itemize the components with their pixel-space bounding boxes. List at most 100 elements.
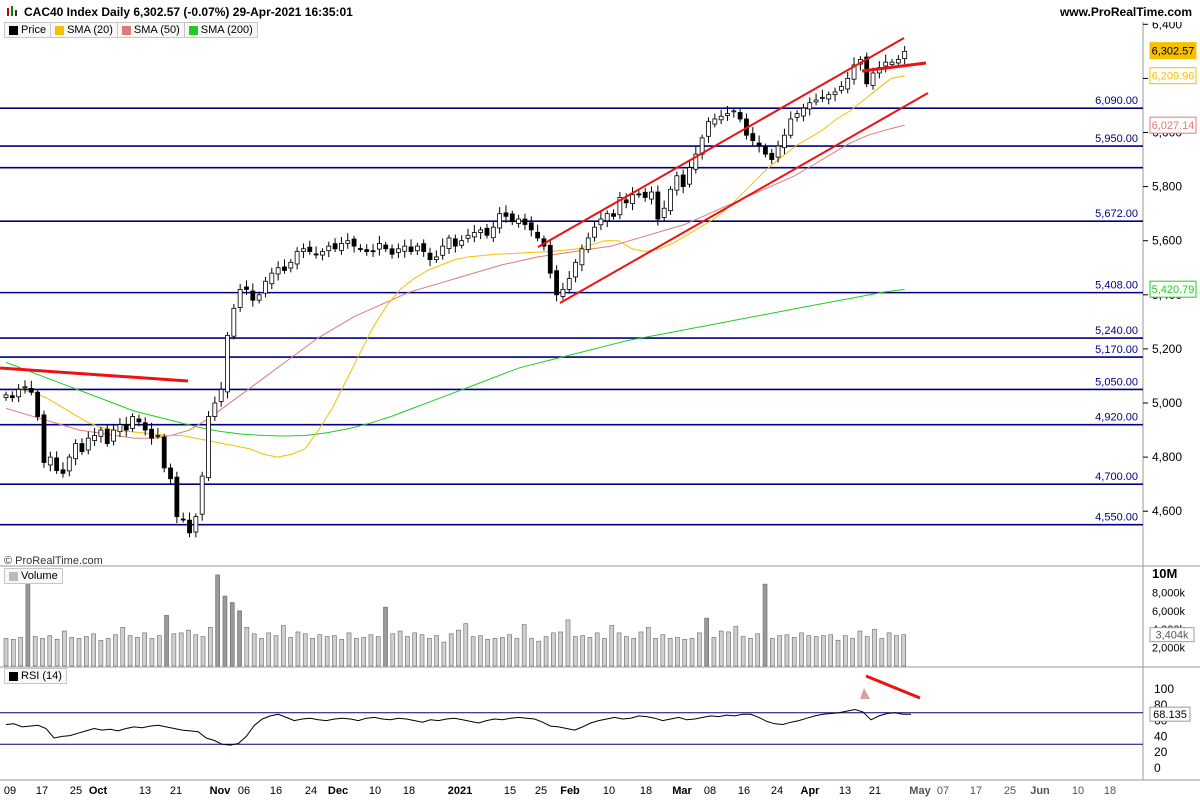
candle [206, 411, 211, 481]
volume-tick-label: 10M [1152, 566, 1177, 581]
volume-tick-label: 6,000k [1152, 606, 1186, 618]
candle-body [168, 467, 173, 480]
volume-bar [419, 634, 425, 667]
candle [706, 117, 711, 143]
rsi-tick-label: 20 [1154, 745, 1168, 759]
volume-bar [251, 633, 257, 667]
volume-tick-label: 2,000k [1152, 643, 1186, 655]
rsi-tick-label: 40 [1154, 729, 1168, 743]
volume-bar [346, 632, 352, 667]
candle-body [528, 222, 534, 231]
candle-body [41, 414, 47, 463]
volume-bar [178, 632, 184, 667]
level-label: 5,672.00 [1095, 208, 1138, 220]
volume-bar [273, 635, 279, 667]
date-tick-label: 21 [869, 785, 881, 797]
price-legend: Price SMA (20) SMA (50) SMA (200) [4, 22, 258, 38]
volume-bar [54, 639, 60, 667]
level-label: 5,240.00 [1095, 325, 1138, 337]
candle [421, 239, 427, 257]
volume-bar [215, 574, 220, 667]
volume-bar [98, 639, 104, 667]
legend-swatch [55, 25, 65, 35]
candle [136, 414, 142, 427]
candle [554, 265, 559, 302]
candle-body [256, 294, 262, 301]
rsi-tick-label: 0 [1154, 761, 1161, 775]
candle-body [554, 270, 559, 296]
legend-item[interactable]: SMA (200) [183, 22, 258, 38]
date-tick-label: 16 [738, 785, 750, 797]
candle [256, 291, 262, 304]
candle [497, 207, 503, 234]
candle [47, 451, 53, 472]
candle-body [560, 288, 566, 297]
legend-item[interactable]: SMA (20) [50, 22, 118, 38]
date-tick-label: 24 [305, 785, 317, 797]
volume-bar [244, 627, 250, 667]
candle [212, 396, 218, 421]
candle [674, 171, 680, 196]
candle-body [807, 102, 813, 110]
candle-body [826, 94, 832, 100]
candle-body [193, 516, 199, 533]
date-tick-label: 10 [603, 785, 615, 797]
volume-bar [47, 635, 53, 667]
volume-bar [317, 634, 323, 667]
candle [244, 280, 249, 295]
legend-item[interactable]: SMA (50) [116, 22, 185, 38]
date-tick-label: Apr [801, 785, 821, 797]
date-tick-label: 16 [270, 785, 282, 797]
candle [73, 439, 79, 466]
legend-swatch [9, 25, 18, 35]
candle-body [155, 435, 161, 437]
candle [408, 239, 414, 255]
candle [592, 220, 597, 242]
volume-bar [339, 639, 345, 667]
volume-bar [412, 632, 418, 667]
volume-bar [755, 633, 761, 667]
rsi-label: RSI (14) [21, 670, 62, 682]
volume-bar [105, 638, 111, 667]
candle [3, 391, 9, 401]
candle [775, 140, 781, 163]
legend-item[interactable]: Price [4, 22, 52, 38]
volume-bar [25, 575, 31, 667]
candle [60, 462, 66, 478]
candle [528, 216, 534, 237]
candle [85, 431, 91, 455]
candle-body [16, 389, 22, 398]
candle [41, 410, 47, 468]
candle-body [47, 456, 53, 466]
site-link[interactable]: www.ProRealTime.com [1059, 5, 1192, 19]
candle [294, 247, 300, 270]
candle [737, 108, 743, 123]
volume-bar [784, 634, 790, 667]
candle [351, 235, 357, 253]
candle [547, 240, 553, 279]
candle [250, 283, 256, 307]
level-label: 5,950.00 [1095, 133, 1138, 145]
date-tick-label: 18 [640, 785, 652, 797]
volume-bar [259, 638, 264, 667]
candle [402, 239, 408, 258]
chart-title: CAC40 Index Daily 6,302.57 (-0.07%) 29-A… [24, 5, 353, 19]
volume-bar [76, 638, 82, 667]
volume-bar [164, 615, 169, 667]
value-tag-box [1149, 280, 1197, 298]
value-tag: 5,420.79 [1149, 280, 1197, 298]
volume-bar [799, 632, 804, 667]
candle-body [351, 238, 357, 247]
candle [560, 282, 566, 300]
candle [756, 135, 762, 153]
candle [161, 433, 167, 473]
candle-body [598, 218, 604, 226]
candle-body [433, 256, 439, 261]
date-tick-label: 24 [771, 785, 783, 797]
candle-body [636, 193, 642, 196]
volume-bar [806, 635, 812, 667]
candle-body [731, 110, 737, 113]
candle [661, 200, 667, 221]
